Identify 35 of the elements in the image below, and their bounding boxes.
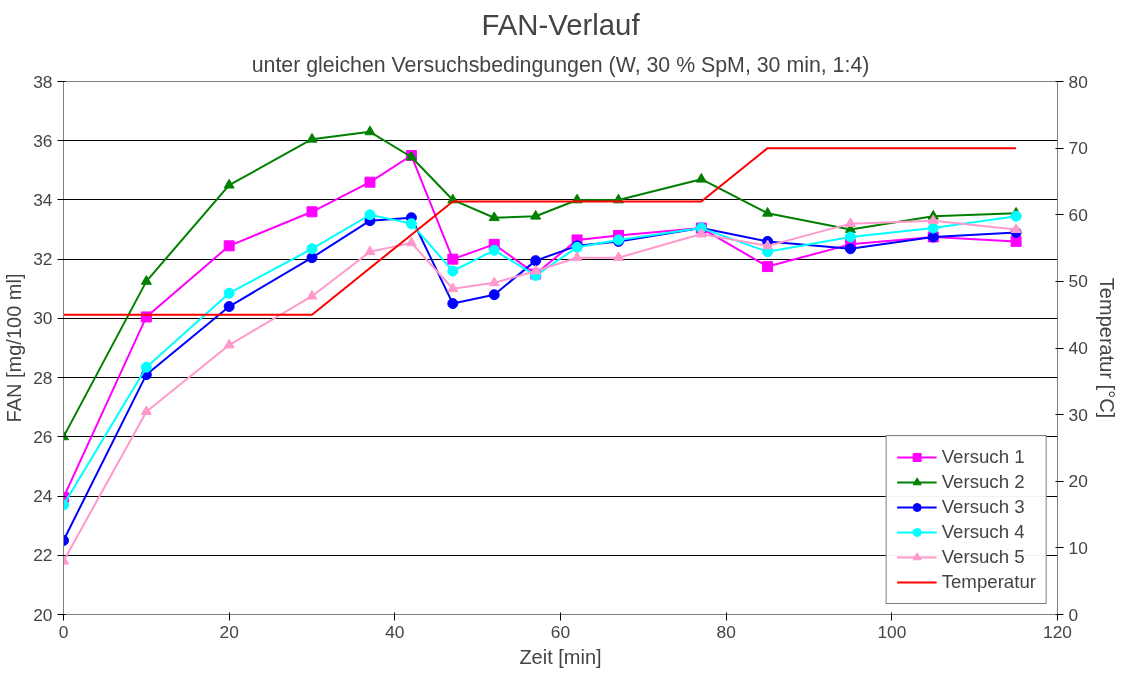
legend-label: Versuch 4 <box>941 521 1025 543</box>
y-tick-label: 24 <box>33 486 53 507</box>
y2-tick-label: 30 <box>1068 404 1088 425</box>
chart-subtitle: unter gleichen Versuchsbedingungen (W, 30 % SpM, 30 min, 1:4) <box>251 52 870 77</box>
y-tick-label: 20 <box>33 604 53 625</box>
y-tick-label: 28 <box>33 367 53 388</box>
legend-label: Temperatur <box>941 571 1036 593</box>
legend-label: Versuch 5 <box>941 546 1025 568</box>
y-tick-label: 30 <box>33 308 53 329</box>
x-tick-label: 0 <box>58 621 69 642</box>
x-axis-title: Zeit [min] <box>519 645 602 668</box>
y2-tick-label: 70 <box>1068 138 1088 159</box>
x-tick-label: 40 <box>385 621 405 642</box>
y-tick-label: 36 <box>33 130 53 151</box>
x-tick-label: 80 <box>716 621 736 642</box>
legend-label: Versuch 1 <box>941 446 1025 468</box>
y2-axis-title: Temperatur [°C] <box>1095 277 1118 419</box>
legend-label: Versuch 2 <box>941 471 1025 493</box>
y-tick-label: 26 <box>33 426 53 447</box>
chart-title: FAN-Verlauf <box>481 7 641 41</box>
y2-tick-label: 40 <box>1068 338 1088 358</box>
y-tick-label: 22 <box>33 545 53 566</box>
y-tick-label: 34 <box>33 189 53 210</box>
y2-tick-label: 20 <box>1068 471 1088 492</box>
y-axis-title: FAN [mg/100 ml] <box>3 273 26 423</box>
x-tick-label: 100 <box>877 621 907 642</box>
y-tick-label: 32 <box>33 249 53 270</box>
x-tick-label: 20 <box>219 621 239 642</box>
y2-tick-label: 10 <box>1068 537 1088 558</box>
y-tick-label: 38 <box>33 71 53 92</box>
x-tick-label: 60 <box>550 621 571 642</box>
y2-tick-label: 50 <box>1068 271 1088 292</box>
y2-tick-label: 80 <box>1068 71 1088 92</box>
y2-tick-label: 60 <box>1068 204 1088 225</box>
legend-label: Versuch 3 <box>941 496 1025 518</box>
